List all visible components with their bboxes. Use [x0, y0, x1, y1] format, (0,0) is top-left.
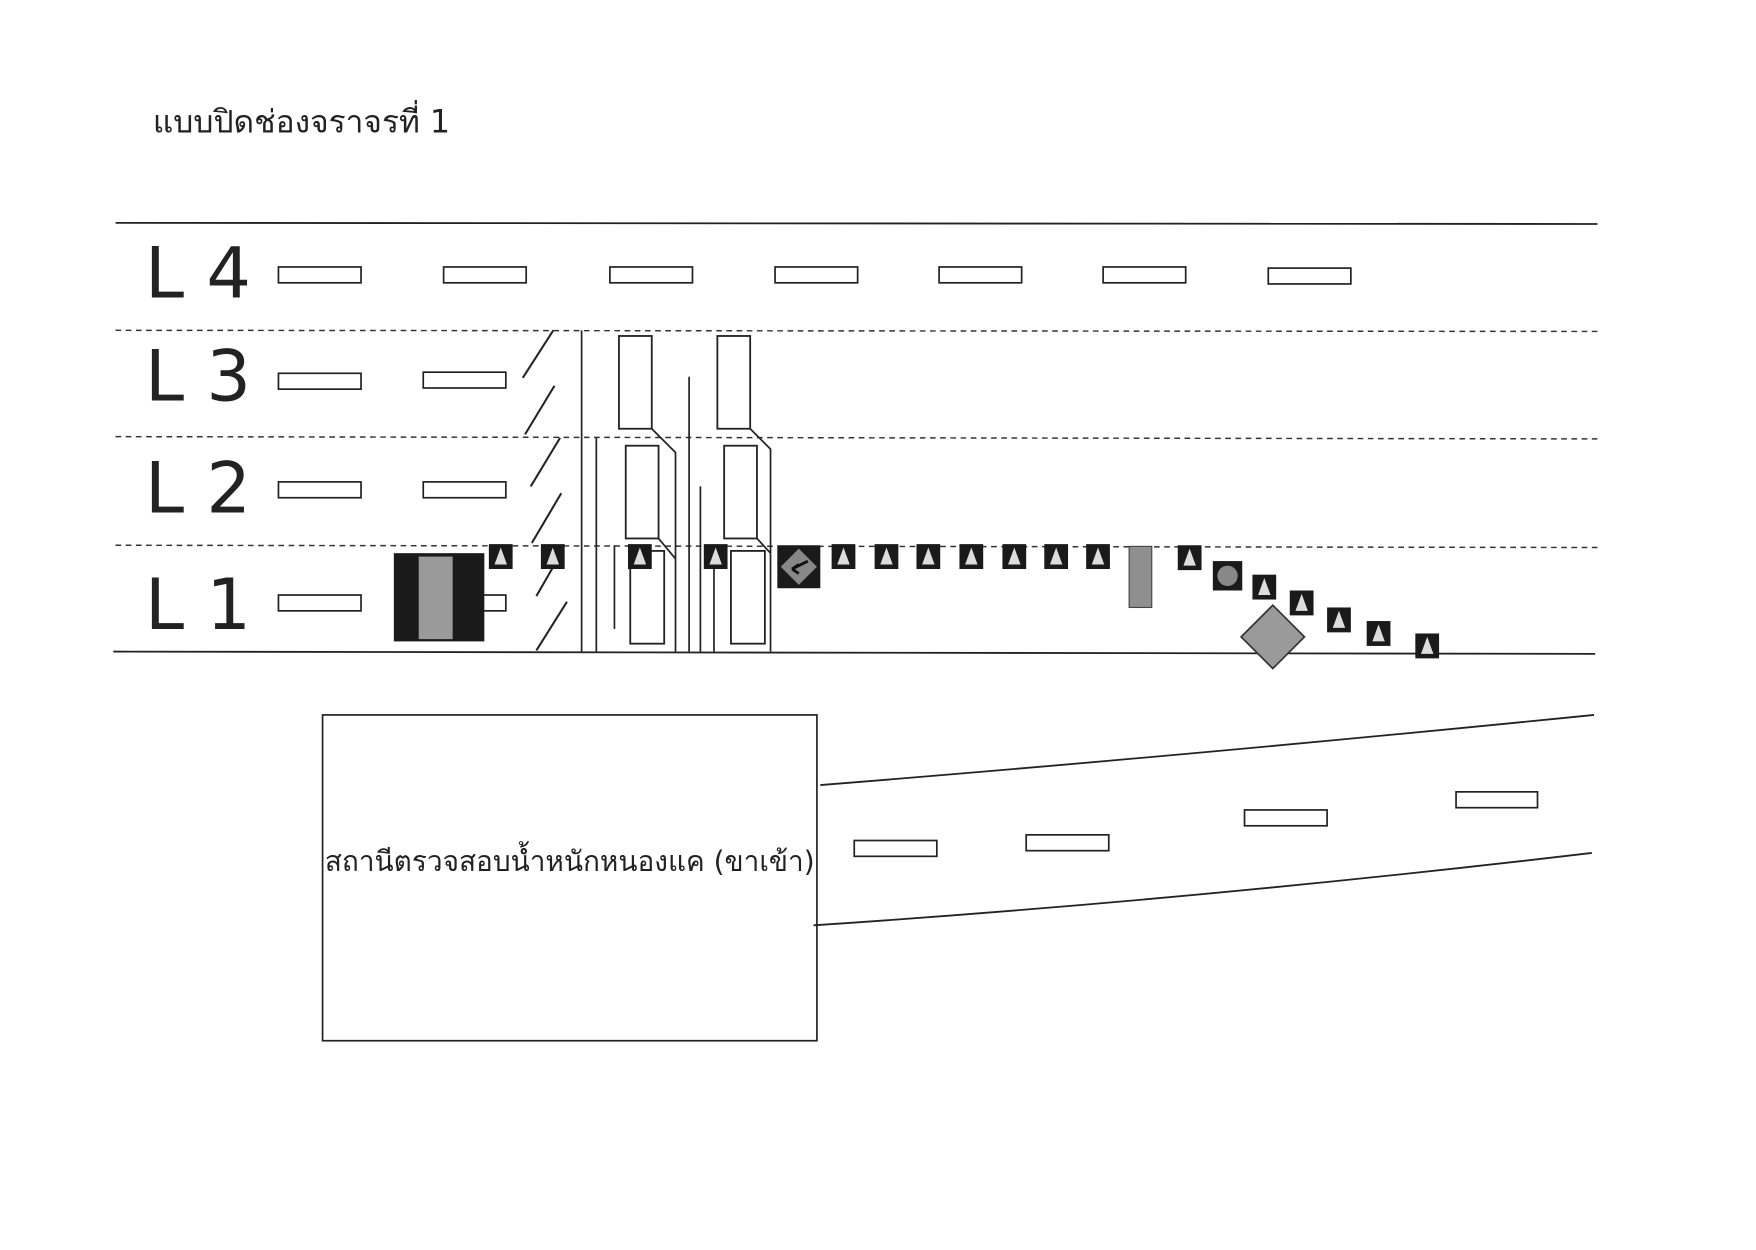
speed-limit-sign-icon — [1212, 561, 1243, 591]
lane-label-l1: L 1 — [145, 564, 251, 646]
traffic-cone-icon — [959, 544, 984, 570]
lane-label-l4: L 4 — [145, 233, 251, 315]
truck-sign — [393, 553, 485, 642]
vehicles — [618, 335, 766, 645]
traffic-cone-icon — [916, 544, 941, 570]
lane-markings — [277, 266, 1352, 612]
diagram-title: แบบปิดช่องจราจรที่ 1 — [153, 99, 450, 140]
traffic-cone-icon — [703, 544, 728, 570]
traffic-cone-icon — [488, 544, 513, 570]
arrow-warning-sign-icon — [777, 545, 821, 589]
lane-label-l2: L 2 — [145, 447, 251, 529]
traffic-cone-icon — [1415, 633, 1440, 659]
message-board-sign — [1128, 545, 1153, 609]
traffic-cone-icon — [874, 544, 899, 570]
scale-structure — [580, 330, 772, 652]
ramp-lane-markings — [853, 791, 1539, 858]
traffic-cone-icon — [1177, 545, 1202, 571]
diamond-warning-sign-icon — [1239, 604, 1306, 670]
ramp-road — [813, 714, 1595, 927]
traffic-cone-icon — [628, 544, 652, 570]
traffic-cone-icon — [831, 544, 856, 570]
traffic-cone-icon — [1327, 607, 1351, 633]
traffic-cone-icon — [1086, 544, 1110, 570]
taper-lines — [521, 329, 568, 651]
weigh-station: สถานีตรวจสอบน้ำหนักหนองแค (ขาเข้า) — [321, 714, 818, 1042]
lane-labels: L 4 L 3 L 2 L 1 — [145, 233, 251, 646]
traffic-cones — [488, 544, 1440, 659]
traffic-cone-icon — [1002, 544, 1027, 570]
road-edges — [113, 221, 1598, 655]
lane-dividers — [115, 329, 1598, 549]
traffic-cone-icon — [1366, 621, 1391, 646]
traffic-cone-icon — [1289, 590, 1314, 616]
traffic-cone-icon — [540, 544, 565, 570]
traffic-cone-icon — [1044, 544, 1069, 570]
weigh-station-label: สถานีตรวจสอบน้ำหนักหนองแค (ขาเข้า) — [325, 841, 815, 878]
traffic-cone-icon — [1252, 574, 1277, 600]
lane-label-l3: L 3 — [145, 335, 251, 417]
